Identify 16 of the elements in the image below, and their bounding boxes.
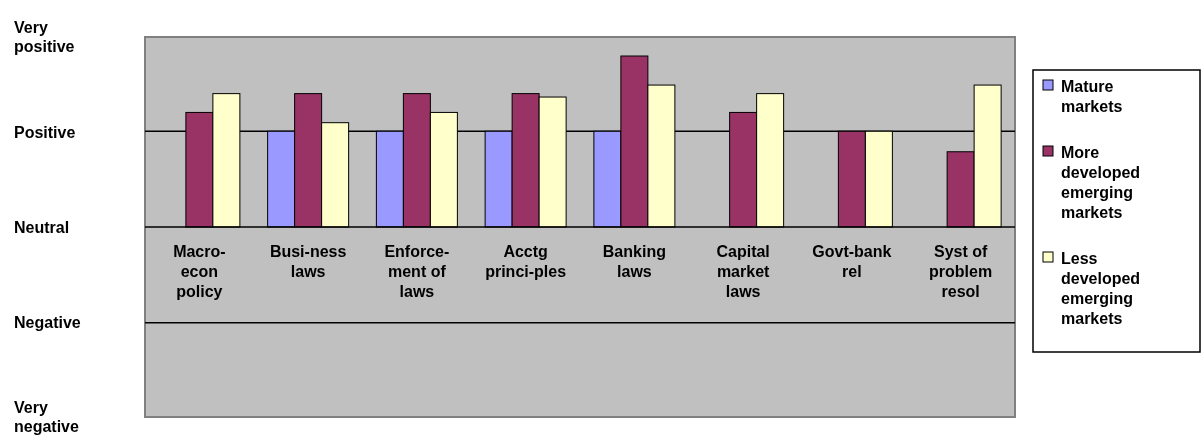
legend-label: More developed emerging markets xyxy=(1061,143,1141,221)
x-tick-label: Macro-econ policy xyxy=(173,243,226,300)
x-tick-label: Banking laws xyxy=(602,243,666,280)
legend-label: Less developed emerging markets xyxy=(1061,249,1141,327)
x-tick-label: Syst of problem resol xyxy=(929,243,993,300)
text: Negative xyxy=(14,313,81,331)
legend-label: Mature markets xyxy=(1061,77,1123,115)
text: Positive xyxy=(14,123,76,141)
text: Neutral xyxy=(14,218,70,236)
x-tick-label: Acctg princi-ples xyxy=(485,243,567,280)
x-tick-label: Govt-bank rel xyxy=(812,243,892,280)
x-tick-label: Capital market laws xyxy=(716,243,771,300)
x-tick-label: Busi-ness laws xyxy=(269,243,347,280)
text: Very positive xyxy=(14,19,75,56)
x-tick-label: Enforce-ment of laws xyxy=(384,243,450,300)
text: Very negative xyxy=(14,399,80,436)
